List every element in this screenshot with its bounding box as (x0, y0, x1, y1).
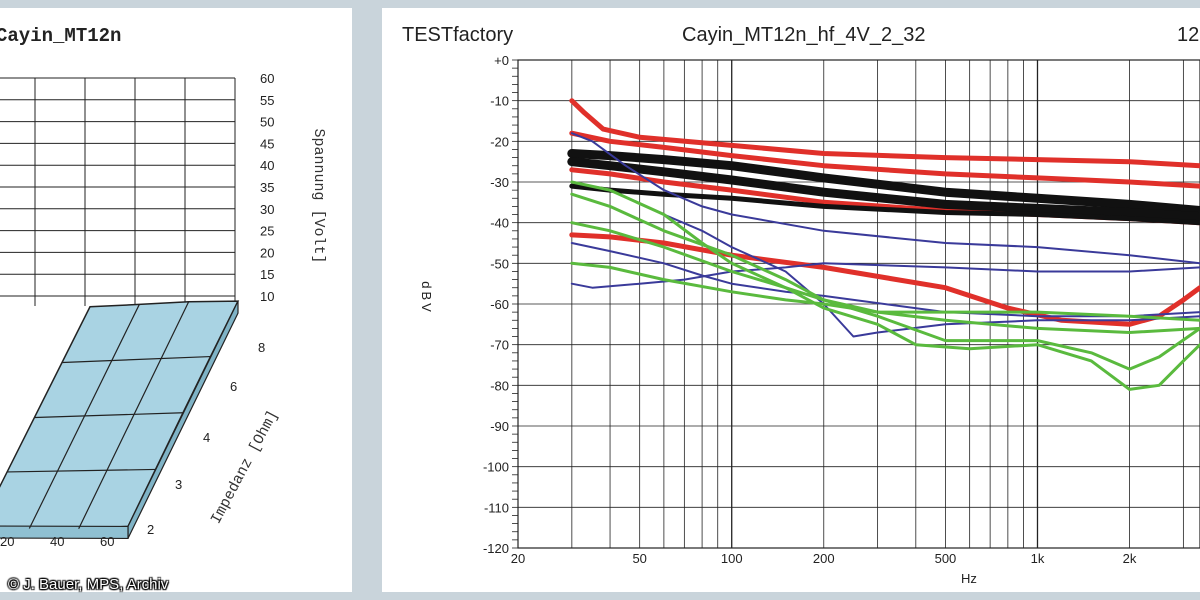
voltage-tick: 50 (260, 115, 274, 130)
x-tick-label: 20 (511, 551, 525, 566)
series-line (569, 130, 1200, 189)
y-tick-label: -80 (490, 378, 509, 393)
x-axis-label: Hz (961, 571, 977, 586)
series-line (570, 262, 1200, 289)
voltage-tick: 10 (260, 289, 274, 304)
impedance-axis-label: Impedanz [Ohm] (208, 408, 282, 527)
voltage-tick: 35 (260, 180, 274, 195)
surface-front (0, 525, 129, 540)
series-line (570, 180, 1200, 391)
frequency-response-chart: TESTfactory Cayin_MT12n_hf_4V_2_32 12 +0… (402, 24, 1200, 586)
y-tick-label: -100 (483, 460, 509, 475)
surface-gridline (34, 412, 184, 419)
left-chart-title: Cayin_MT12n (0, 25, 121, 47)
chart-title: Cayin_MT12n_hf_4V_2_32 (682, 24, 926, 46)
y-tick-label: +0 (494, 53, 509, 68)
voltage-tick: 60 (260, 71, 274, 86)
surface-gridline (7, 468, 156, 473)
right-panel: TESTfactory Cayin_MT12n_hf_4V_2_32 12 +0… (382, 8, 1200, 592)
x-tick-label: 1k (1031, 551, 1045, 566)
impedance-tick: 6 (230, 379, 237, 394)
chart-series (567, 98, 1200, 391)
y-tick-label: -30 (490, 175, 509, 190)
voltage-axis-label: Spannung [Volt] (310, 128, 327, 263)
series-line (570, 132, 1200, 265)
impedance-tick: 2 (147, 522, 154, 537)
surface-gridline (62, 355, 211, 364)
y-tick-label: -110 (484, 500, 509, 515)
voltage-tick: 25 (260, 224, 274, 239)
y-axis-label: dBV (419, 281, 434, 315)
left-panel: Cayin_MT12n 60 55 50 45 40 35 30 25 20 15 10 Spann… (0, 8, 352, 593)
surface-gridline (78, 301, 190, 529)
header-right-label: 12 (1177, 24, 1199, 46)
impedance-tick: 8 (258, 340, 265, 355)
series-line (570, 261, 1200, 322)
y-tick-label: -40 (490, 216, 509, 231)
voltage-tick: 20 (260, 245, 274, 260)
y-tick-label: -60 (490, 297, 509, 312)
voltage-tick: 45 (260, 136, 274, 151)
back-wall-grid (0, 77, 236, 306)
voltage-tick: 15 (260, 267, 274, 282)
series-line (570, 221, 1200, 371)
y-tick-label: -120 (483, 541, 509, 556)
impedance-surface (0, 300, 240, 540)
copyright-notice: © J. Bauer, MPS, Archiv (8, 576, 169, 593)
x-tick: 40 (50, 534, 64, 549)
x-tick-label: 100 (721, 551, 743, 566)
chart-grid (512, 59, 1200, 549)
x-tick-label: 200 (813, 551, 835, 566)
voltage-tick: 40 (260, 158, 274, 173)
x-tick: 20 (0, 534, 14, 549)
y-tick-label: -10 (490, 94, 509, 109)
series-line (569, 183, 1200, 226)
y-tick-labels: +0 -10 -20 -30 -40 -50 -60 -70 -80 -90 -100 -110 -12… (483, 53, 509, 556)
series-line (570, 242, 1200, 318)
y-tick-label: -20 (490, 134, 509, 149)
impedance-voltage-3d-chart: Cayin_MT12n 60 55 50 45 40 35 30 25 20 15 10 Spann… (0, 25, 327, 549)
impedance-tick: 3 (175, 477, 182, 492)
voltage-tick: 55 (260, 93, 274, 108)
x-tick-labels: 20 50 100 200 500 1k 2k (511, 551, 1137, 566)
header-left-label: TESTfactory (402, 24, 513, 46)
x-tick-label: 50 (632, 551, 646, 566)
series-line (569, 98, 1200, 169)
impedance-tick-labels: 8 6 4 3 2 (147, 340, 265, 537)
x-tick: 60 (100, 534, 114, 549)
x-tick-labels: 20 40 60 (0, 534, 114, 549)
y-tick-label: -70 (490, 338, 509, 353)
x-tick-label: 500 (935, 551, 957, 566)
y-tick-label: -50 (490, 256, 509, 271)
voltage-tick-labels: 60 55 50 45 40 35 30 25 20 15 10 (260, 71, 274, 304)
x-tick-label: 2k (1123, 551, 1137, 566)
voltage-tick: 30 (260, 202, 274, 217)
impedance-tick: 4 (203, 430, 210, 445)
series-line (567, 149, 1200, 215)
y-tick-label: -90 (490, 419, 509, 434)
